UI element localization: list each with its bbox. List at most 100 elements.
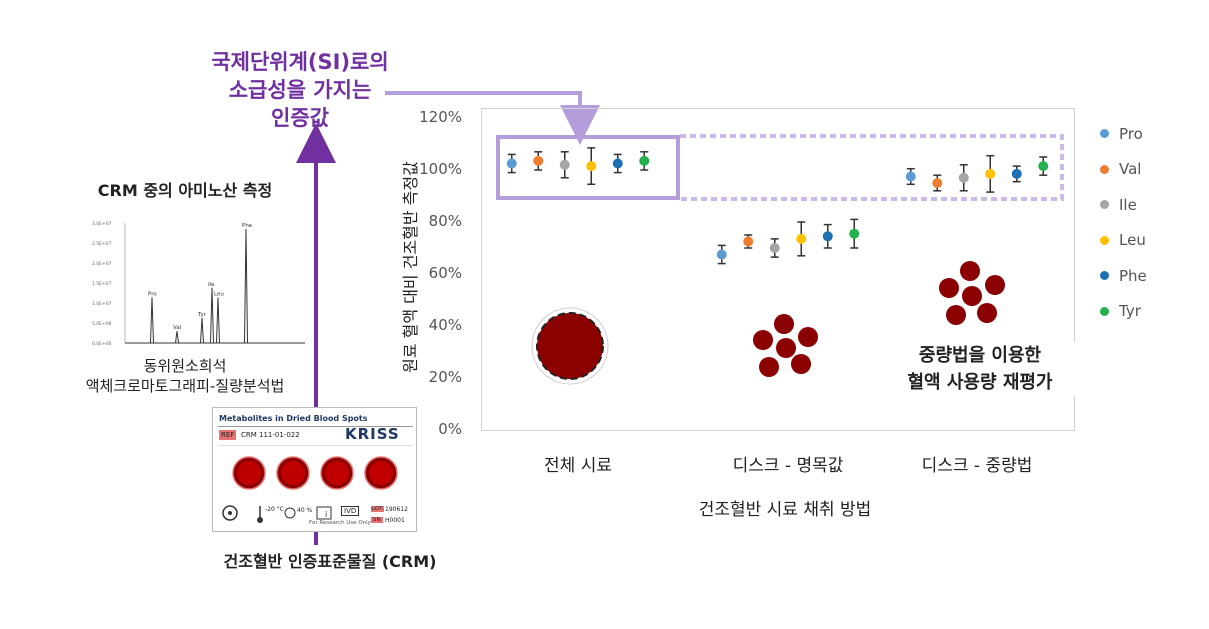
data-point-val [932,174,943,192]
chromatogram-peak-label: Leu [214,291,224,297]
legend-label: Pro [1119,124,1143,143]
chromatogram-peaks: Pro Val Tyr Ile Leu Phe [125,223,305,344]
si-traceability-label: 국제단위계(SI)로의 소급성을 가지는 인증값 [211,50,389,130]
ref-tag: REF [219,430,237,440]
card-blood-spots [232,456,398,490]
chromatogram-tick-label: 0.0E+00 [92,341,112,347]
si-to-chart-arrow [385,91,600,145]
card-title-rule [218,426,413,427]
point-marker [559,159,570,170]
legend-label: Leu [1119,231,1146,250]
legend-item: Tyr [1100,294,1147,330]
legend-item: Leu [1100,223,1147,259]
point-marker [932,178,943,188]
chromatogram-peak [150,297,154,344]
chromatogram-peak-label: Tyr [197,312,207,318]
x-category-label: 디스크 - 중량법 [921,456,1033,476]
crm-measure-title: CRM 중의 아미노산 측정 [97,181,273,200]
point-marker [743,236,754,247]
chromatogram-tick-label: 1.5E+07 [92,281,112,287]
svg-text:i: i [325,510,327,519]
legend-item: Pro [1100,116,1147,152]
card-title: Metabolites in Dried Blood Spots [219,414,368,423]
blood-spot [364,456,398,490]
y-tick-label: 60% [428,264,462,282]
chart-frame [481,108,1075,431]
chromatogram-peak-label: Val [173,325,182,331]
point-marker [905,171,916,182]
chromatogram-peak [244,228,248,344]
card-body-rule [218,445,413,446]
legend-item: Ile [1100,187,1147,223]
point-marker [716,249,727,260]
point-marker [958,172,969,183]
instructions-icon: i [316,506,332,520]
lot-value: 190612 [385,506,408,513]
chromatogram-tick-label: 5.0E+06 [92,321,112,327]
data-point-pro [716,244,727,265]
data-point-ile [559,151,570,179]
data-point-phe [612,153,623,174]
sn-tag: SN [371,517,383,523]
legend-marker [1100,271,1109,281]
point-marker [769,243,780,253]
chromatogram-peak [200,317,204,344]
data-point-tyr [639,151,650,171]
highlight-box-dashed [680,134,1064,201]
data-point-phe [1011,165,1022,183]
method-caption: 동위원소희석 액체크로마토그래피-질량분석법 [85,357,285,395]
legend-item: Val [1100,152,1147,188]
point-marker [1011,168,1022,179]
y-tick-label: 120% [419,108,462,126]
ref-code: CRM 111-01-022 [241,431,300,439]
chromatogram-peak-label: Pro [148,291,157,297]
temperature-limit: -20 °C [265,506,284,513]
chromatogram: 3.0E+07 2.5E+07 2.0E+07 1.5E+07 1.0E+07 5.0E+… [92,221,305,347]
data-point-ile [958,164,969,192]
chromatogram-tick-label: 2.0E+07 [92,261,112,267]
disc-cluster-gravimetric [939,261,1005,325]
point-marker [586,161,597,172]
data-marks [506,147,1049,265]
chromatogram-axis: 3.0E+07 2.5E+07 2.0E+07 1.5E+07 1.0E+07 5.0E+… [92,221,126,347]
data-point-val [533,151,544,171]
y-tick-label: 20% [428,368,462,386]
y-tick-label: 100% [419,160,462,178]
point-marker [822,231,833,242]
data-point-pro [905,167,916,186]
legend-marker [1100,306,1109,316]
humidity-icon [284,507,296,519]
point-marker [639,155,650,166]
legend-marker [1100,235,1109,245]
blood-spot [276,456,310,490]
point-marker [1038,161,1049,172]
research-use-text: For Research Use Only [309,520,371,526]
data-point-ile [769,238,780,258]
point-marker [533,155,544,166]
data-point-phe [822,223,833,249]
sn-value: H0001 [385,517,405,524]
legend: Pro Val Ile Leu Phe Tyr [1100,116,1147,329]
lot-tag: LOT [371,506,384,512]
point-marker [796,233,807,244]
point-marker [985,168,996,179]
y-tick-label: 40% [428,316,462,334]
y-tick-label: 80% [428,212,462,230]
data-point-tyr [849,218,860,249]
whole-sample-spot [531,307,609,385]
data-point-val [743,234,754,249]
y-tick-label: 0% [438,420,462,438]
data-point-leu [985,154,996,193]
chromatogram-tick-label: 1.0E+07 [92,301,112,307]
blood-spot [320,456,354,490]
legend-marker [1100,129,1109,139]
data-point-leu [586,147,597,186]
chromatogram-peak [216,297,220,344]
data-point-tyr [1038,156,1049,176]
highlight-box-solid [496,135,680,200]
chromatogram-tick-label: 2.5E+07 [92,241,112,247]
crm-card: Metabolites in Dried Blood Spots REF CRM… [212,407,417,532]
disc-cluster-nominal [753,314,818,377]
chromatogram-peak [210,287,214,344]
brand-logo: KRISS [345,425,400,443]
